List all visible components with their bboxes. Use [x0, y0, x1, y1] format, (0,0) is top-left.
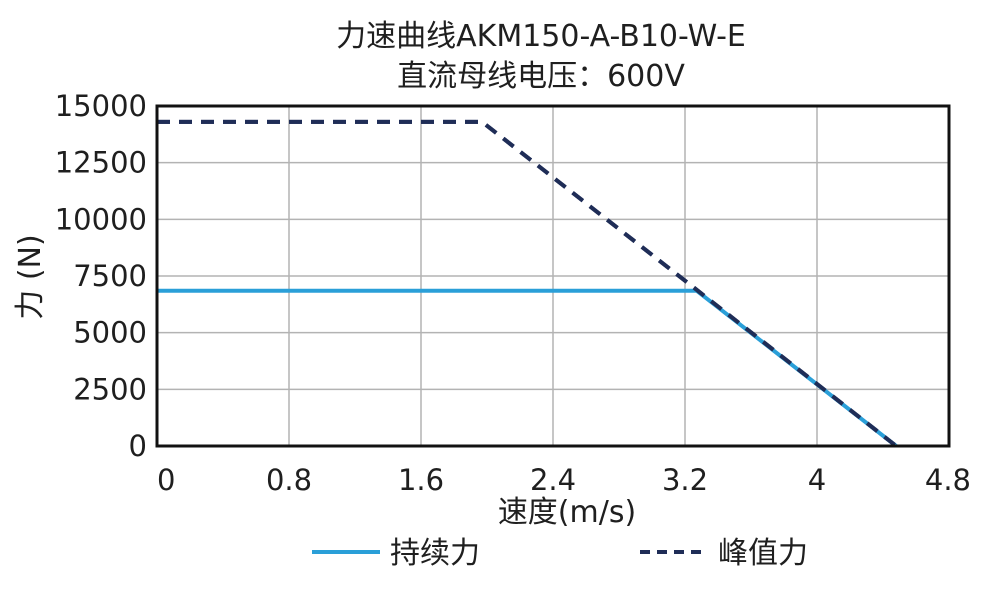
x-tick-label: 2.4: [530, 463, 576, 497]
series-line-peak-overlay: [157, 119, 898, 448]
y-tick-label: 15000: [55, 89, 147, 123]
y-axis-label: 力 (N): [13, 234, 48, 319]
chart-title: 力速曲线AKM150-A-B10-W-E: [336, 19, 746, 54]
legend-label: 峰值力: [718, 536, 808, 571]
x-tick-label: 0.8: [266, 463, 312, 497]
y-tick-label: 0: [129, 429, 147, 463]
y-tick-label: 12500: [55, 146, 147, 180]
y-tick-label: 7500: [73, 259, 147, 293]
y-tick-label: 10000: [55, 202, 147, 236]
series-line-peak: [157, 119, 898, 448]
x-tick-label: 4: [808, 463, 826, 497]
x-tick-label: 0: [157, 463, 175, 497]
y-tick-labels: 0 2500 5000 7500 10000 12500 15000: [55, 89, 147, 463]
x-tick-label: 1.6: [398, 463, 444, 497]
plot-frame: [155, 104, 951, 448]
series-line-continuous: [157, 288, 898, 448]
legend-label: 持续力: [390, 536, 480, 571]
legend: 持续力 峰值力: [312, 536, 808, 571]
y-tick-label: 2500: [73, 372, 147, 406]
x-tick-labels: 0 0.8 1.6 2.4 3.2 4 4.8: [157, 463, 971, 497]
x-tick-label: 4.8: [925, 463, 971, 497]
y-tick-label: 5000: [73, 316, 147, 350]
series-lines: [157, 119, 898, 448]
x-axis-label: 速度(m/s): [498, 495, 636, 530]
chart-subtitle: 直流母线电压：600V: [397, 59, 685, 94]
x-tick-label: 3.2: [662, 463, 708, 497]
